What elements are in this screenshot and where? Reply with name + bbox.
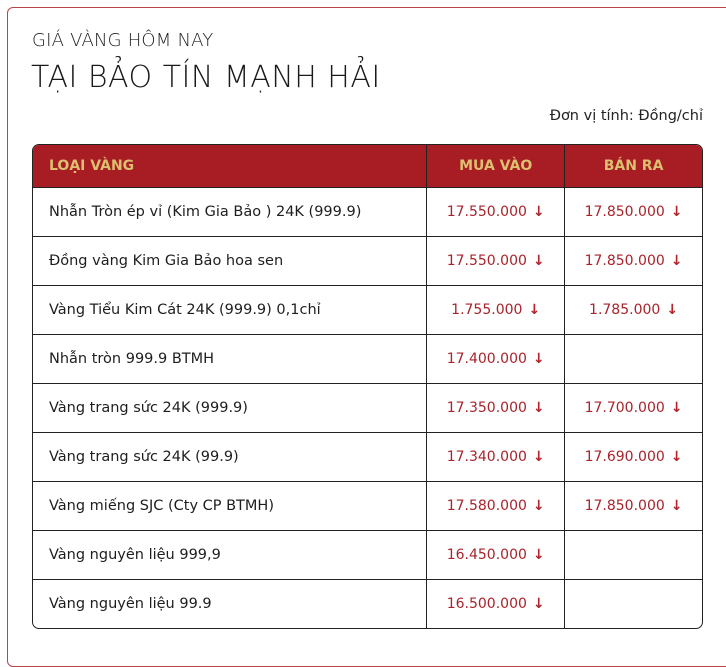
- gold-price-table: LOẠI VÀNG MUA VÀO BÁN RA Nhẫn Tròn ép vỉ…: [32, 144, 703, 629]
- sell-price: [564, 334, 702, 384]
- arrow-down-icon: ↓: [670, 400, 683, 416]
- table-row: Nhẫn tròn 999.9 BTMH 17.400.000 ↓: [33, 334, 702, 384]
- sell-price: [564, 530, 702, 580]
- sell-price: 17.850.000 ↓: [564, 481, 702, 531]
- table-row: Vàng trang sức 24K (99.9) 17.340.000 ↓ 17.6…: [33, 432, 702, 482]
- arrow-down-icon: ↓: [670, 204, 683, 220]
- table-row: Vàng nguyên liệu 99.9 16.500.000 ↓: [33, 579, 702, 628]
- buy-price: 17.350.000 ↓: [426, 383, 566, 433]
- gold-type: Vàng trang sức 24K (99.9): [33, 432, 428, 482]
- gold-type-value: Nhẫn Tròn ép vỉ (Kim Gia Bảo ) 24K (999.…: [49, 204, 362, 220]
- arrow-down-icon: ↓: [528, 302, 541, 318]
- table-row: Đồng vàng Kim Gia Bảo hoa sen 17.550.000 ↓…: [33, 236, 702, 286]
- buy-price-value: 16.500.000: [446, 596, 527, 612]
- buy-price: 17.550.000 ↓: [426, 187, 566, 237]
- arrow-down-icon: ↓: [670, 253, 683, 269]
- page-subtitle: GIÁ VÀNG HÔM NAY: [32, 30, 214, 51]
- arrow-down-icon: ↓: [532, 596, 545, 612]
- buy-price-value: 1.755.000: [451, 302, 523, 318]
- sell-price: 17.690.000 ↓: [564, 432, 702, 482]
- buy-price: 16.500.000 ↓: [426, 579, 566, 628]
- sell-price: [564, 579, 702, 628]
- gold-type: Vàng Tiểu Kim Cát 24K (999.9) 0,1chỉ: [33, 285, 428, 335]
- buy-price: 16.450.000 ↓: [426, 530, 566, 580]
- sell-price: 17.850.000 ↓: [564, 236, 702, 286]
- gold-type-value: Vàng nguyên liệu 99.9: [49, 596, 212, 612]
- arrow-down-icon: ↓: [532, 400, 545, 416]
- sell-price-value: 17.850.000: [584, 498, 665, 514]
- sell-price-value: 17.700.000: [584, 400, 665, 416]
- column-header-buy: MUA VÀO: [426, 145, 566, 188]
- gold-type-value: Vàng trang sức 24K (999.9): [49, 400, 248, 416]
- table-header: LOẠI VÀNG MUA VÀO BÁN RA: [33, 145, 702, 188]
- gold-type: Vàng trang sức 24K (999.9): [33, 383, 428, 433]
- buy-price: 17.340.000 ↓: [426, 432, 566, 482]
- arrow-down-icon: ↓: [532, 351, 545, 367]
- sell-price: 17.850.000 ↓: [564, 187, 702, 237]
- buy-price: 17.400.000 ↓: [426, 334, 566, 384]
- table-row: Vàng trang sức 24K (999.9) 17.350.000 ↓ 17.…: [33, 383, 702, 433]
- gold-type-value: Vàng Tiểu Kim Cát 24K (999.9) 0,1chỉ: [49, 302, 321, 318]
- gold-type: Vàng nguyên liệu 999,9: [33, 530, 428, 580]
- buy-price-value: 17.340.000: [446, 449, 527, 465]
- gold-type-value: Vàng nguyên liệu 999,9: [49, 547, 221, 563]
- gold-type: Vàng nguyên liệu 99.9: [33, 579, 428, 628]
- buy-price: 1.755.000 ↓: [426, 285, 566, 335]
- arrow-down-icon: ↓: [532, 204, 545, 220]
- page-title: TẠI BẢO TÍN MẠNH HẢI: [31, 60, 381, 95]
- gold-type: Vàng miếng SJC (Cty CP BTMH): [33, 481, 428, 531]
- column-header-sell: BÁN RA: [564, 145, 702, 188]
- arrow-down-icon: ↓: [670, 498, 683, 514]
- buy-price-value: 17.350.000: [446, 400, 527, 416]
- sell-price-value: 17.850.000: [584, 204, 665, 220]
- gold-type: Nhẫn Tròn ép vỉ (Kim Gia Bảo ) 24K (999.…: [33, 187, 428, 237]
- buy-price-value: 17.550.000: [446, 204, 527, 220]
- gold-type-value: Vàng miếng SJC (Cty CP BTMH): [49, 498, 274, 514]
- table-row: Vàng Tiểu Kim Cát 24K (999.9) 0,1chỉ 1.75…: [33, 285, 702, 335]
- buy-price: 17.550.000 ↓: [426, 236, 566, 286]
- table-row: Nhẫn Tròn ép vỉ (Kim Gia Bảo ) 24K (999.…: [33, 187, 702, 237]
- buy-price-value: 17.400.000: [446, 351, 527, 367]
- gold-type-value: Đồng vàng Kim Gia Bảo hoa sen: [49, 253, 284, 269]
- sell-price-value: 17.690.000: [584, 449, 665, 465]
- buy-price-value: 17.580.000: [446, 498, 527, 514]
- arrow-down-icon: ↓: [666, 302, 679, 318]
- gold-type-value: Nhẫn tròn 999.9 BTMH: [49, 351, 215, 367]
- arrow-down-icon: ↓: [532, 253, 545, 269]
- column-header-type: LOẠI VÀNG: [33, 145, 428, 188]
- gold-type: Đồng vàng Kim Gia Bảo hoa sen: [33, 236, 428, 286]
- sell-price-value: 1.785.000: [589, 302, 661, 318]
- unit-label: Đơn vị tính: Đồng/chỉ: [549, 108, 703, 124]
- table-row: Vàng nguyên liệu 999,9 16.450.000 ↓: [33, 530, 702, 580]
- gold-type: Nhẫn tròn 999.9 BTMH: [33, 334, 428, 384]
- arrow-down-icon: ↓: [670, 449, 683, 465]
- gold-type-value: Vàng trang sức 24K (99.9): [49, 449, 239, 465]
- buy-price-value: 17.550.000: [446, 253, 527, 269]
- buy-price-value: 16.450.000: [446, 547, 527, 563]
- sell-price: 17.700.000 ↓: [564, 383, 702, 433]
- buy-price: 17.580.000 ↓: [426, 481, 566, 531]
- sell-price: 1.785.000 ↓: [564, 285, 702, 335]
- arrow-down-icon: ↓: [532, 449, 545, 465]
- arrow-down-icon: ↓: [532, 498, 545, 514]
- table-row: Vàng miếng SJC (Cty CP BTMH) 17.580.000 ↓ 1…: [33, 481, 702, 531]
- sell-price-value: 17.850.000: [584, 253, 665, 269]
- arrow-down-icon: ↓: [532, 547, 545, 563]
